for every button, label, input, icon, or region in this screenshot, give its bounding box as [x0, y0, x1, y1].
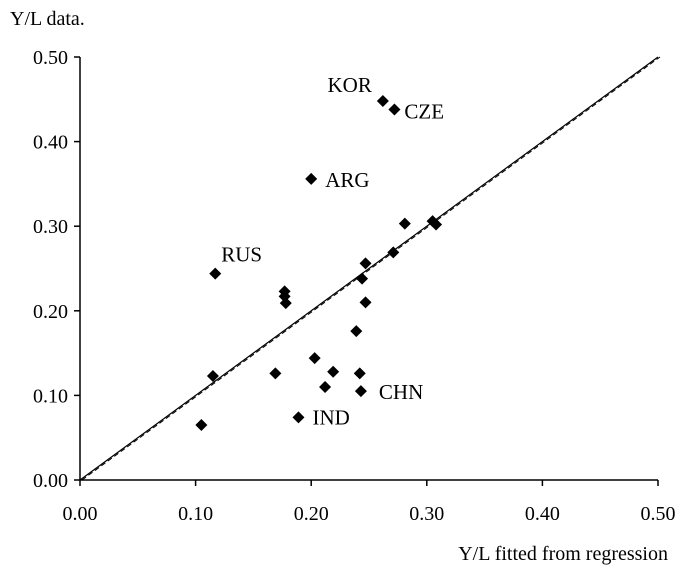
x-tick-label: 0.00: [63, 503, 98, 525]
y-tick-label: 0.50: [33, 47, 68, 69]
x-tick-label: 0.10: [178, 503, 213, 525]
y-tick-label: 0.00: [33, 470, 68, 492]
x-tick-label: 0.20: [294, 503, 329, 525]
data-point: [353, 367, 366, 380]
data-point: [269, 367, 282, 380]
x-tick-label: 0.40: [525, 503, 560, 525]
x-tick-label: 0.30: [409, 503, 444, 525]
point-label-arg: ARG: [325, 168, 369, 192]
point-label-ind: IND: [312, 405, 349, 429]
data-point: [195, 419, 208, 432]
data-point: [206, 369, 219, 382]
data-point: [350, 325, 363, 338]
y-tick-label: 0.20: [33, 301, 68, 323]
data-point: [209, 267, 222, 280]
data-point: [376, 94, 389, 107]
y-tick-label: 0.30: [33, 216, 68, 238]
point-label-cze: CZE: [404, 99, 444, 123]
data-point: [279, 297, 292, 310]
data-point: [359, 257, 372, 270]
y-tick-label: 0.40: [33, 132, 68, 154]
data-point: [398, 217, 411, 230]
data-point: [388, 103, 401, 116]
y-tick-label: 0.10: [33, 385, 68, 407]
axis-ticks: 0.00 0.10 0.20 0.30 0.40 0.50 0.00 0.10 0.20 0.30…: [33, 47, 676, 525]
data-point: [354, 385, 367, 398]
point-label-rus: RUS: [221, 243, 262, 267]
fit-line-dashed: [81, 56, 661, 481]
data-point: [430, 218, 443, 231]
data-point: [305, 172, 318, 185]
x-axis-title: Y/L fitted from regression: [458, 543, 668, 565]
point-label-kor: KOR: [328, 73, 372, 97]
y-axis-title: Y/L data.: [10, 8, 85, 30]
data-points: [195, 94, 443, 432]
data-point: [359, 296, 372, 309]
fit-line: [79, 56, 659, 481]
data-point: [308, 352, 321, 365]
data-point: [356, 272, 369, 285]
data-point: [387, 246, 400, 259]
data-point: [319, 380, 332, 393]
data-point: [292, 411, 305, 424]
data-point: [327, 365, 340, 378]
x-tick-label: 0.50: [641, 503, 676, 525]
point-label-chn: CHN: [379, 380, 423, 404]
point-labels: KOR CZE ARG RUS CHN IND: [221, 73, 444, 429]
reference-line-group: [79, 56, 661, 481]
